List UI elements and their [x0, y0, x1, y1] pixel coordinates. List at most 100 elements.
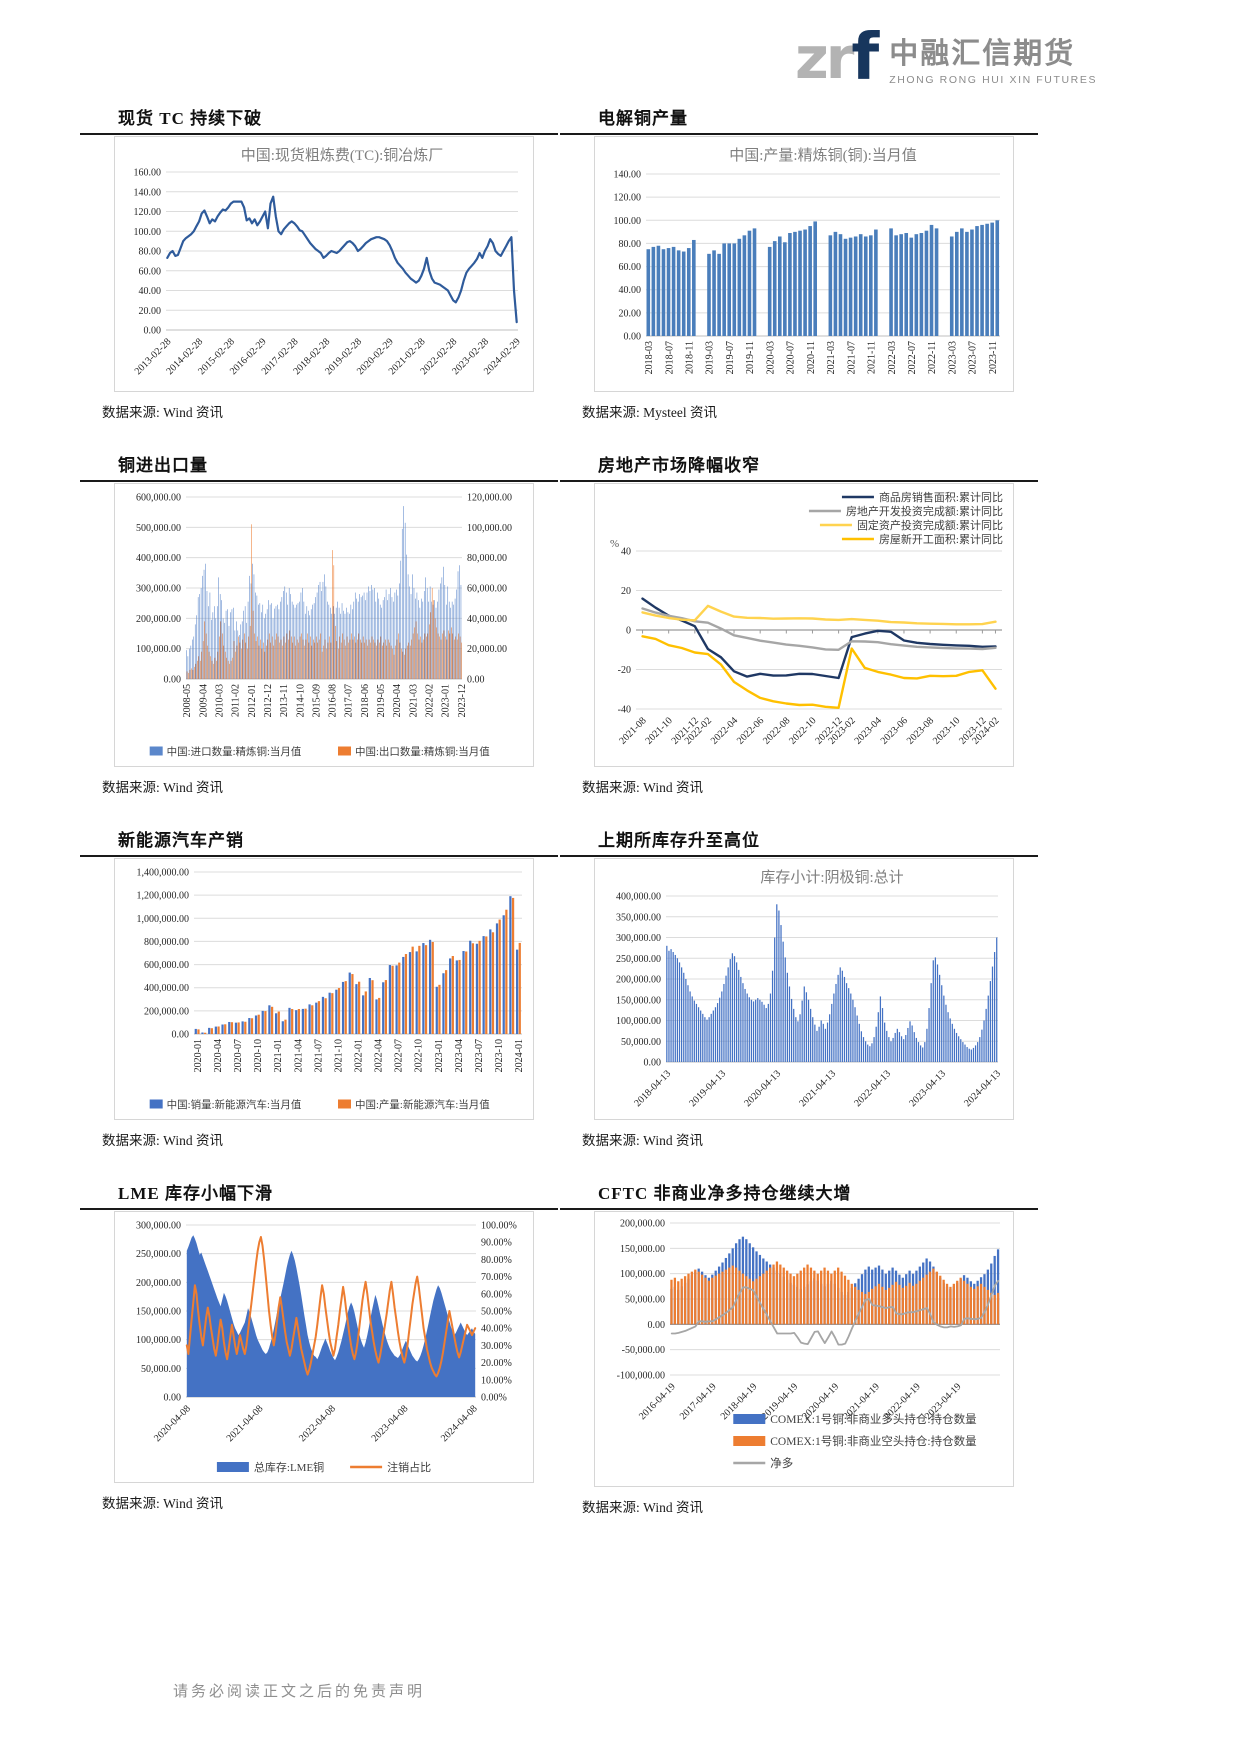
svg-text:80.00: 80.00	[139, 247, 162, 258]
svg-text:2017-04-19: 2017-04-19	[678, 1381, 719, 1422]
svg-text:120.00: 120.00	[614, 193, 642, 204]
svg-text:0.00%: 0.00%	[481, 1393, 507, 1404]
svg-text:2018-07: 2018-07	[664, 341, 675, 374]
svg-text:100.00: 100.00	[134, 227, 162, 238]
svg-text:250,000.00: 250,000.00	[616, 954, 661, 965]
svg-text:200,000.00: 200,000.00	[144, 1006, 189, 1017]
svg-text:中国:进口数量:精炼铜:当月值: 中国:进口数量:精炼铜:当月值	[167, 745, 302, 758]
svg-text:40,000.00: 40,000.00	[467, 614, 507, 625]
svg-text:2023-04-13: 2023-04-13	[907, 1068, 948, 1109]
svg-text:2021-10: 2021-10	[643, 715, 674, 746]
heading-rule	[560, 855, 1038, 857]
svg-text:2021-03: 2021-03	[826, 341, 837, 374]
chart-grid: 现货 TC 持续下破 0.00 20.00 40.00 60.00 80.00 100.0…	[80, 104, 1060, 1516]
section-lme-inventory: LME 库存小幅下滑 0.00 50,000.00 100,000.00 150,00…	[80, 1179, 558, 1516]
svg-text:2019-11: 2019-11	[745, 341, 756, 374]
svg-text:2019-05: 2019-05	[376, 684, 387, 717]
svg-text:2023-04: 2023-04	[853, 715, 884, 746]
svg-text:2018-03: 2018-03	[644, 341, 655, 374]
svg-text:2021-04-13: 2021-04-13	[797, 1068, 838, 1109]
svg-text:2016-08: 2016-08	[328, 684, 339, 717]
data-source-label: 数据来源: Wind 资讯	[102, 1496, 223, 1511]
svg-text:80,000.00: 80,000.00	[467, 553, 507, 564]
svg-text:2021-11: 2021-11	[867, 341, 878, 374]
svg-text:60.00: 60.00	[139, 266, 162, 277]
svg-text:80.00%: 80.00%	[481, 1255, 512, 1266]
heading-rule	[560, 480, 1038, 482]
chart-cftc-positions: -100,000.00 -50,000.00 0.00 50,000.00 100,00…	[617, 1219, 1000, 1470]
svg-text:2022-04: 2022-04	[709, 715, 740, 746]
svg-text:2021-07: 2021-07	[846, 341, 857, 374]
svg-text:0: 0	[626, 626, 631, 637]
svg-text:净多: 净多	[770, 1456, 793, 1470]
section-heading: 现货 TC 持续下破	[118, 109, 263, 128]
data-source-label: 数据来源: Wind 资讯	[102, 780, 223, 795]
heading-rule	[80, 480, 558, 482]
svg-text:2023-10: 2023-10	[931, 715, 962, 746]
section-heading: 房地产市场降幅收窄	[598, 456, 760, 475]
svg-text:200,000.00: 200,000.00	[616, 975, 661, 986]
svg-text:2011-02: 2011-02	[231, 684, 242, 717]
chart-box: 0.00 20.00 40.00 60.00 80.00 100.00 120.00 140.…	[594, 136, 1014, 392]
data-source-label: 数据来源: Wind 资讯	[582, 1500, 703, 1515]
svg-text:商品房销售面积:累计同比: 商品房销售面积:累计同比	[879, 490, 1003, 504]
svg-text:%: %	[610, 538, 619, 550]
svg-text:2012-12: 2012-12	[263, 684, 274, 717]
svg-text:2022-10: 2022-10	[414, 1039, 425, 1072]
svg-text:2023-03: 2023-03	[947, 341, 958, 374]
svg-text:2021-07: 2021-07	[313, 1039, 324, 1072]
svg-text:注销占比: 注销占比	[387, 1460, 431, 1474]
svg-text:2022-02: 2022-02	[424, 684, 435, 717]
heading-rule	[80, 1208, 558, 1210]
svg-text:2022-03: 2022-03	[887, 341, 898, 374]
section-real-estate: 房地产市场降幅收窄 40 20 0 -20 -40 2021-08 2021-10 2021-…	[560, 451, 1038, 796]
svg-text:300,000.00: 300,000.00	[136, 1221, 181, 1232]
svg-text:50,000.00: 50,000.00	[141, 1364, 181, 1375]
footer-disclaimer: 请务必阅读正文之后的免责声明	[173, 1684, 426, 1700]
svg-text:2024-04-08: 2024-04-08	[439, 1403, 480, 1444]
svg-text:0.00: 0.00	[164, 1393, 182, 1404]
svg-text:120.00: 120.00	[134, 207, 162, 218]
svg-text:2009-04: 2009-04	[198, 684, 209, 717]
svg-text:90.00%: 90.00%	[481, 1238, 512, 1249]
section-heading: 铜进出口量	[118, 456, 208, 475]
svg-text:2020-07: 2020-07	[786, 341, 797, 374]
svg-text:20,000.00: 20,000.00	[467, 644, 507, 655]
section-spot-tc: 现货 TC 持续下破 0.00 20.00 40.00 60.00 80.00 100.0…	[80, 104, 558, 421]
svg-text:100.00%: 100.00%	[481, 1221, 517, 1232]
svg-text:2022-07: 2022-07	[907, 341, 918, 374]
svg-text:40.00: 40.00	[619, 285, 642, 296]
chart-nev-production-sales: 0.00 200,000.00 400,000.00 600,000.00 800,00…	[137, 868, 526, 1112]
svg-text:2020-04: 2020-04	[392, 684, 403, 717]
svg-text:40.00: 40.00	[139, 286, 162, 297]
data-source-label: 数据来源: Wind 资讯	[102, 1133, 223, 1148]
svg-text:1,400,000.00: 1,400,000.00	[137, 868, 190, 879]
svg-text:2023-07: 2023-07	[968, 341, 979, 374]
svg-text:中国:出口数量:精炼铜:当月值: 中国:出口数量:精炼铜:当月值	[355, 745, 490, 758]
chart-refined-copper-output: 0.00 20.00 40.00 60.00 80.00 100.00 120.00 140.…	[614, 147, 1000, 374]
svg-text:1,000,000.00: 1,000,000.00	[137, 914, 190, 925]
section-nev: 新能源汽车产销 0.00 200,000.00 400,000.00 600,000.…	[80, 826, 558, 1149]
svg-text:房地产开发投资完成额:累计同比: 房地产开发投资完成额:累计同比	[846, 504, 1003, 518]
section-cftc-positions: CFTC 非商业净多持仓继续大增 -100,000.00 -50,000.00 0.…	[560, 1179, 1038, 1516]
svg-text:0.00: 0.00	[164, 675, 182, 686]
heading-rule	[560, 133, 1038, 135]
svg-text:200,000.00: 200,000.00	[136, 1278, 181, 1289]
svg-text:2022-07: 2022-07	[394, 1039, 405, 1072]
chart-shfe-inventory: 0.00 50,000.00 100,000.00 150,000.00 200,000…	[616, 869, 1003, 1109]
svg-text:60.00: 60.00	[619, 262, 642, 273]
svg-text:200,000.00: 200,000.00	[620, 1219, 665, 1230]
svg-text:2023-04: 2023-04	[454, 1039, 465, 1072]
chart-copper-import-export: 0.00 100,000.00 200,000.00 300,000.00 400,00…	[136, 493, 512, 759]
svg-text:600,000.00: 600,000.00	[144, 960, 189, 971]
svg-text:2010-03: 2010-03	[215, 684, 226, 717]
svg-text:2023-04-08: 2023-04-08	[370, 1403, 411, 1444]
svg-text:50,000.00: 50,000.00	[625, 1295, 665, 1306]
svg-text:600,000.00: 600,000.00	[136, 493, 181, 504]
svg-text:100.00: 100.00	[614, 216, 642, 227]
svg-text:40: 40	[621, 547, 631, 558]
svg-text:2021-04: 2021-04	[293, 1039, 304, 1072]
svg-text:2014-10: 2014-10	[295, 684, 306, 717]
svg-text:0.00: 0.00	[467, 675, 485, 686]
section-heading: 上期所库存升至高位	[598, 831, 760, 850]
